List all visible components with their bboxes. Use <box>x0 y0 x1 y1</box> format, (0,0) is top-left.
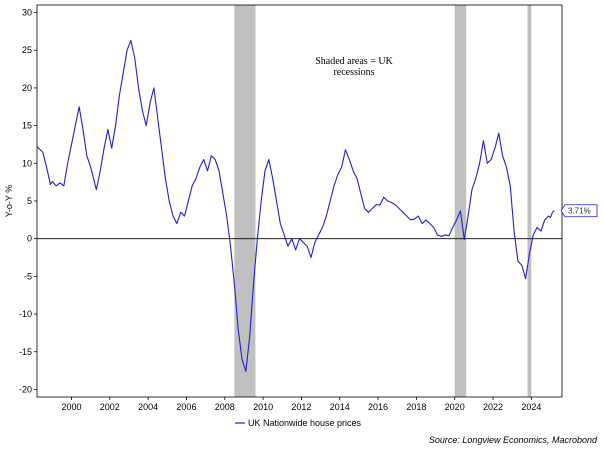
source-note: Source: Longview Economics, Macrobond <box>429 435 598 445</box>
y-tick-label: -5 <box>24 271 32 281</box>
annotation-line-1: Shaded areas = UK <box>315 56 393 67</box>
x-tick-label: 2004 <box>138 402 158 412</box>
y-tick-label: 0 <box>27 234 32 244</box>
recession-band-2 <box>527 5 532 397</box>
y-tick-label: 10 <box>22 158 32 168</box>
series-layer <box>36 39 555 372</box>
x-tick-label: 2014 <box>330 402 350 412</box>
legend-entry: UK Nationwide house prices <box>248 418 362 428</box>
x-tick-label: 2012 <box>291 402 311 412</box>
x-tick-label: 2018 <box>406 402 426 412</box>
y-tick-label: 5 <box>27 196 32 206</box>
x-tick-label: 2010 <box>253 402 273 412</box>
x-axis-ticks: 2000 2002 2004 2006 2008 2010 2012 2014 2016 2018… <box>61 397 541 412</box>
x-tick-label: 2000 <box>61 402 81 412</box>
recession-band-1 <box>454 5 467 397</box>
y-tick-label: 20 <box>22 83 32 93</box>
x-tick-label: 2002 <box>100 402 120 412</box>
y-tick-label: -15 <box>19 347 32 357</box>
y-axis-ticks: 30 25 20 15 10 5 0 -5 -10 -15 -20 <box>19 8 37 394</box>
x-tick-label: 2016 <box>368 402 388 412</box>
series-line-0 <box>36 39 555 372</box>
x-tick-label: 2024 <box>521 402 541 412</box>
x-tick-label: 2008 <box>215 402 235 412</box>
y-tick-label: 25 <box>22 45 32 55</box>
y-tick-label: 30 <box>22 8 32 18</box>
x-tick-label: 2020 <box>445 402 465 412</box>
y-tick-label: 15 <box>22 121 32 131</box>
x-tick-label: 2006 <box>176 402 196 412</box>
y-axis-label: Y-o-Y % <box>4 185 14 218</box>
x-tick-label: 2022 <box>483 402 503 412</box>
annotation-line-2: recessions <box>333 67 374 78</box>
last-value-callout-box <box>560 204 598 218</box>
y-tick-label: -20 <box>19 384 32 394</box>
plot-frame <box>36 4 563 398</box>
y-tick-label: -10 <box>19 309 32 319</box>
last-value-callout: 3.71% <box>560 204 598 218</box>
recession-band-0 <box>234 5 256 397</box>
last-value-label: 3.71% <box>568 207 591 216</box>
recession-layer <box>234 5 532 397</box>
legend: UK Nationwide house prices <box>235 418 362 428</box>
